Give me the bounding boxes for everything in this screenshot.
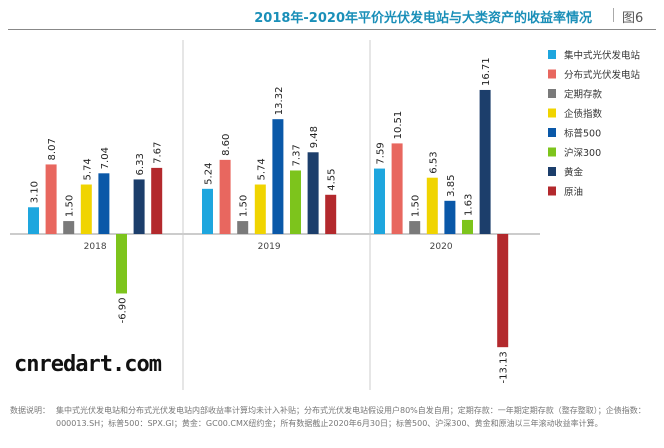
data-label: 4.55 [327, 169, 338, 191]
legend-swatch [548, 128, 556, 137]
data-label: -6.90 [118, 297, 129, 323]
header-rule [8, 29, 656, 30]
bar-沪深300 [290, 170, 301, 234]
legend-swatch [548, 108, 556, 118]
data-label: 1.63 [464, 194, 475, 216]
data-label: 5.74 [256, 158, 267, 180]
bar-分布式光伏发电站 [219, 159, 231, 234]
data-label: 1.50 [65, 195, 76, 217]
x-tick-label: 2019 [258, 242, 281, 252]
bar-集中式光伏发电站 [28, 207, 39, 234]
x-tick-label: 2020 [430, 242, 453, 252]
data-label: 7.59 [376, 142, 387, 164]
bar-分布式光伏发电站 [45, 164, 57, 234]
legend-label: 分布式光伏发电站 [564, 69, 641, 81]
note-label: 数据说明： [10, 406, 50, 415]
bar-沪深300 [116, 234, 127, 294]
data-label: 6.53 [428, 151, 439, 173]
legend-label: 原油 [564, 186, 583, 198]
bar-黄金 [479, 89, 491, 234]
bar-标普500 [98, 173, 110, 234]
data-label: 8.60 [221, 134, 232, 156]
watermark: cnredart.com [14, 352, 162, 377]
legend-swatch [548, 89, 556, 98]
legend-swatch [548, 167, 556, 176]
legend-label: 企债指数 [564, 108, 603, 120]
data-label: 7.04 [100, 147, 111, 169]
bar-标普500 [444, 200, 456, 234]
legend-swatch [548, 186, 556, 196]
bar-集中式光伏发电站 [374, 168, 385, 234]
chart-title: 2018年-2020年平价光伏发电站与大类资产的收益率情况 [254, 11, 592, 26]
title-separator [613, 8, 614, 22]
note-text: 集中式光伏发电站和分布式光伏发电站内部收益率计算均未计入补贴；分布式光伏发电站假… [56, 406, 646, 428]
data-label: 13.32 [274, 87, 285, 116]
data-label: 5.24 [204, 163, 215, 185]
bar-黄金 [307, 152, 319, 234]
data-label: 16.71 [481, 57, 492, 86]
bar-chart: 2018 3.10 8.07 1.50 5.74 7.04 -6.90 6.33 7.67 201… [10, 40, 641, 390]
bar-集中式光伏发电站 [202, 188, 213, 234]
bar-定期存款 [237, 221, 249, 234]
figure-number: 图6 [622, 11, 644, 26]
data-label: 6.33 [135, 153, 146, 175]
data-label: 9.48 [309, 126, 320, 148]
data-label: 7.67 [153, 142, 164, 164]
legend-label: 集中式光伏发电站 [564, 50, 641, 62]
bar-原油 [497, 234, 509, 348]
data-note: 数据说明： 集中式光伏发电站和分布式光伏发电站内部收益率计算均未计入补贴；分布式光… [10, 404, 660, 430]
bar-企债指数 [426, 177, 438, 234]
data-label: 8.07 [47, 138, 58, 160]
data-label: 10.51 [393, 111, 404, 140]
data-label: 3.10 [30, 181, 41, 203]
data-label: 1.50 [411, 195, 422, 217]
bar-黄金 [133, 179, 145, 234]
bar-标普500 [272, 119, 284, 234]
legend-label: 定期存款 [564, 89, 603, 101]
bar-原油 [325, 194, 337, 234]
legend-label: 标普500 [564, 128, 601, 140]
x-tick-label: 2018 [84, 242, 107, 252]
data-label: 1.50 [239, 195, 250, 217]
bar-定期存款 [409, 221, 421, 234]
legend-label: 沪深300 [564, 147, 601, 159]
legend-swatch [548, 50, 556, 59]
legend-swatch [548, 147, 556, 157]
data-label: -13.13 [499, 351, 510, 383]
data-label: 7.37 [292, 144, 303, 166]
data-label: 3.85 [446, 175, 457, 197]
legend-swatch [548, 69, 556, 79]
legend-label: 黄金 [564, 167, 584, 179]
bar-沪深300 [462, 219, 473, 234]
bar-定期存款 [63, 221, 75, 234]
bar-分布式光伏发电站 [391, 143, 403, 234]
bar-原油 [151, 167, 163, 234]
data-label: 5.74 [82, 158, 93, 180]
bar-企债指数 [80, 184, 92, 234]
bar-企债指数 [254, 184, 266, 234]
